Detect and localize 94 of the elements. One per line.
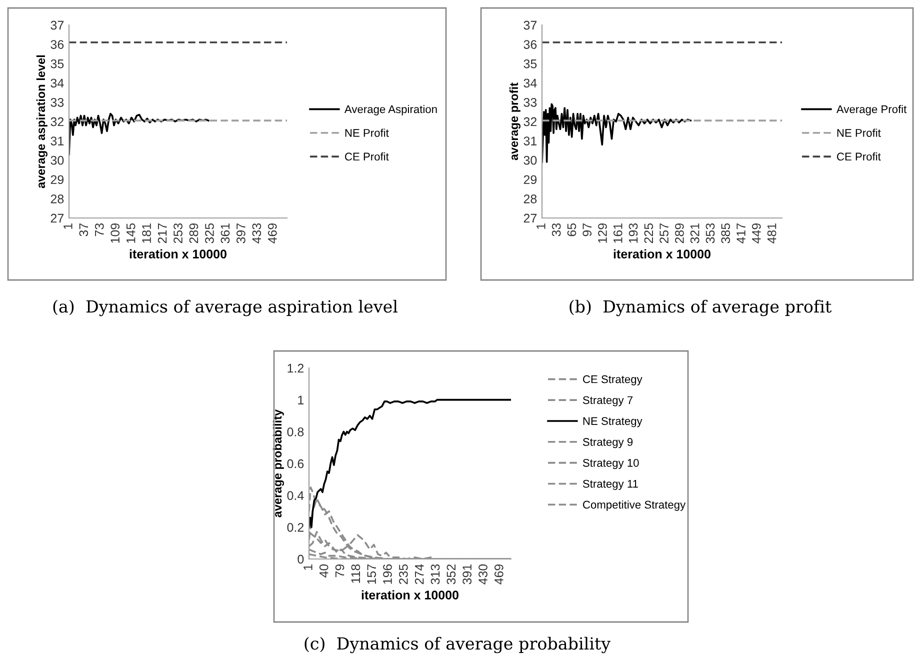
- x-tick-label: 352: [446, 564, 456, 584]
- x-tick-label: 417: [736, 223, 746, 244]
- y-tick-label: 0: [298, 554, 304, 564]
- x-tick-label: 253: [174, 223, 182, 244]
- x-tick-label: 257: [660, 223, 668, 244]
- legend-label: Competitive Strategy: [583, 500, 686, 511]
- x-tick-label: 109: [110, 223, 120, 243]
- y-tick-label: 31: [50, 136, 64, 146]
- y-tick-label: 30: [50, 156, 64, 165]
- y-tick-label: 28: [50, 194, 64, 204]
- x-tick-label: 181: [142, 223, 151, 243]
- x-tick-label: 97: [582, 223, 592, 236]
- x-tick-label: 65: [567, 223, 576, 236]
- x-axis-title: iteration x 10000: [614, 249, 710, 258]
- y-tick-label: 30: [524, 156, 537, 165]
- y-tick-label: 1.2: [288, 364, 304, 373]
- y-tick-label: 37: [50, 20, 64, 30]
- text: (b) Dynamics of average profit: [570, 300, 832, 316]
- y-axis-title: average aspiration level: [36, 55, 48, 188]
- y-axis-title: average profit: [509, 82, 520, 160]
- y-tick-label: 33: [524, 98, 537, 107]
- x-tick-label: 469: [268, 223, 277, 244]
- legend-label: Strategy 9: [582, 438, 633, 448]
- y-tick-label: 0.6: [287, 459, 304, 468]
- x-tick-label: 40: [319, 564, 328, 578]
- x-tick-label: 118: [351, 564, 360, 583]
- y-tick-label: 36: [50, 40, 64, 49]
- x-axis-title: iteration x 10000: [130, 249, 226, 258]
- x-tick-label: 449: [752, 223, 761, 244]
- legend-label: Strategy 11: [582, 480, 638, 490]
- legend-label: Strategy 10: [582, 458, 639, 470]
- legend-label: Average Profit: [836, 105, 907, 116]
- legend-label: CE Profit: [837, 152, 881, 161]
- x-tick-label: 129: [598, 223, 607, 243]
- y-tick-label: 27: [50, 214, 64, 223]
- x-tick-label: 33: [552, 223, 561, 236]
- legend-label: NE Profit: [345, 128, 389, 137]
- x-tick-label: 217: [158, 223, 167, 244]
- x-tick-label: 289: [675, 223, 684, 244]
- y-tick-label: 27: [524, 214, 537, 223]
- x-tick-label: 325: [205, 223, 214, 244]
- y-tick-label: 31: [524, 136, 537, 146]
- x-tick-label: 1: [64, 223, 72, 229]
- x-tick-label: 274: [414, 564, 424, 584]
- legend-label: NE Strategy: [583, 417, 642, 428]
- x-tick-label: 73: [94, 223, 104, 236]
- x-tick-label: 385: [721, 223, 730, 244]
- y-tick-label: 32: [524, 117, 537, 126]
- y-axis-title: average probability: [272, 409, 284, 518]
- x-tick-label: 481: [767, 223, 776, 244]
- x-tick-label: 196: [383, 564, 392, 584]
- x-tick-label: 433: [252, 223, 262, 244]
- x-tick-label: 469: [494, 564, 504, 584]
- y-tick-label: 28: [524, 194, 537, 204]
- y-tick-label: 34: [50, 78, 64, 88]
- legend-label: Strategy 7: [582, 396, 633, 406]
- x-tick-label: 289: [189, 223, 198, 244]
- y-tick-label: 35: [524, 59, 537, 68]
- y-tick-label: 0.2: [287, 522, 304, 532]
- x-axis-title: iteration x 10000: [362, 590, 458, 600]
- y-tick-label: 36: [524, 40, 537, 49]
- y-tick-label: 0.8: [287, 427, 304, 436]
- x-tick-label: 1: [536, 223, 546, 229]
- x-tick-label: 1: [304, 564, 312, 570]
- y-tick-label: 1: [298, 396, 304, 404]
- x-tick-label: 235: [398, 564, 408, 584]
- y-tick-label: 29: [524, 175, 537, 184]
- legend-label: CE Profit: [345, 152, 389, 161]
- x-tick-label: 397: [236, 223, 246, 244]
- legend-label: Average Aspiration: [344, 105, 437, 116]
- x-tick-label: 225: [644, 223, 654, 244]
- x-tick-label: 430: [478, 564, 488, 584]
- text: (a) Dynamics of average aspiration level: [53, 300, 398, 316]
- x-tick-label: 313: [430, 564, 440, 584]
- x-tick-label: 321: [690, 223, 700, 244]
- text: (c) Dynamics of average probability: [304, 636, 611, 654]
- x-tick-label: 353: [706, 223, 715, 244]
- y-tick-label: 29: [50, 175, 64, 184]
- x-tick-label: 145: [126, 223, 136, 243]
- y-tick-label: 0.4: [287, 491, 304, 500]
- x-tick-label: 157: [367, 564, 376, 584]
- y-tick-label: 34: [524, 78, 537, 88]
- x-tick-label: 391: [462, 564, 472, 584]
- y-tick-label: 35: [50, 59, 64, 68]
- y-tick-label: 33: [50, 98, 64, 107]
- x-tick-label: 161: [613, 223, 622, 243]
- x-tick-label: 193: [628, 223, 638, 243]
- x-tick-label: 79: [335, 564, 344, 578]
- y-tick-label: 32: [50, 117, 64, 126]
- x-tick-label: 37: [79, 223, 88, 236]
- x-tick-label: 361: [220, 223, 230, 244]
- legend-label: NE Profit: [837, 128, 881, 137]
- y-tick-label: 37: [524, 20, 537, 30]
- legend-label: CE Strategy: [583, 375, 642, 386]
